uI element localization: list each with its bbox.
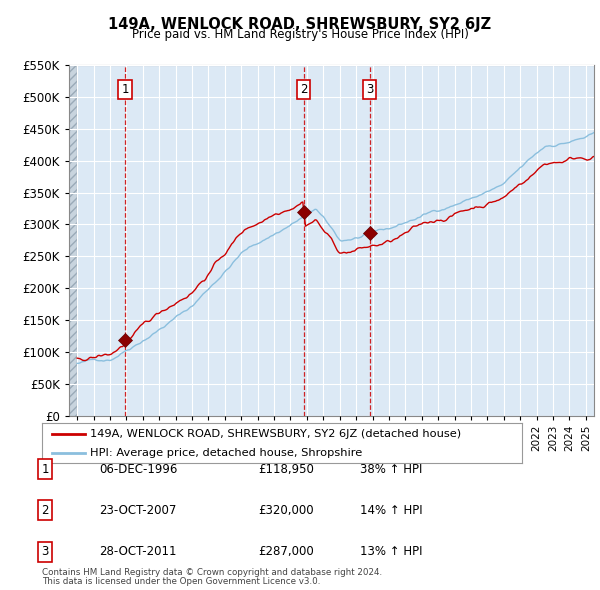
Text: 1: 1 (121, 83, 129, 96)
Text: 13% ↑ HPI: 13% ↑ HPI (360, 545, 422, 558)
Text: 3: 3 (366, 83, 373, 96)
Text: 149A, WENLOCK ROAD, SHREWSBURY, SY2 6JZ: 149A, WENLOCK ROAD, SHREWSBURY, SY2 6JZ (109, 17, 491, 31)
Text: Contains HM Land Registry data © Crown copyright and database right 2024.: Contains HM Land Registry data © Crown c… (42, 568, 382, 576)
Text: 28-OCT-2011: 28-OCT-2011 (99, 545, 176, 558)
Text: Price paid vs. HM Land Registry's House Price Index (HPI): Price paid vs. HM Land Registry's House … (131, 28, 469, 41)
Text: 1: 1 (41, 463, 49, 476)
Text: 14% ↑ HPI: 14% ↑ HPI (360, 504, 422, 517)
Text: HPI: Average price, detached house, Shropshire: HPI: Average price, detached house, Shro… (90, 448, 362, 458)
Text: 3: 3 (41, 545, 49, 558)
Text: 2: 2 (41, 504, 49, 517)
Text: £287,000: £287,000 (258, 545, 314, 558)
Text: £118,950: £118,950 (258, 463, 314, 476)
Text: 38% ↑ HPI: 38% ↑ HPI (360, 463, 422, 476)
Text: 149A, WENLOCK ROAD, SHREWSBURY, SY2 6JZ (detached house): 149A, WENLOCK ROAD, SHREWSBURY, SY2 6JZ … (90, 430, 461, 440)
Text: 2: 2 (300, 83, 308, 96)
Text: 23-OCT-2007: 23-OCT-2007 (99, 504, 176, 517)
Text: £320,000: £320,000 (258, 504, 314, 517)
Text: This data is licensed under the Open Government Licence v3.0.: This data is licensed under the Open Gov… (42, 577, 320, 586)
Text: 06-DEC-1996: 06-DEC-1996 (99, 463, 178, 476)
